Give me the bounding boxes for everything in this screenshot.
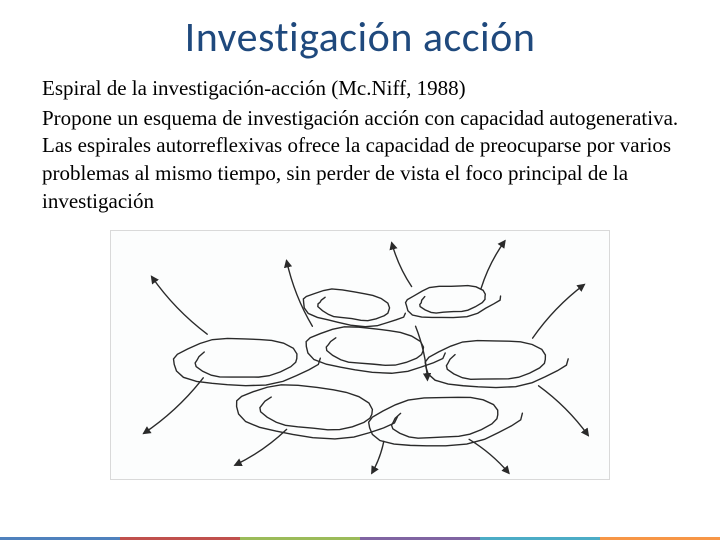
page-title: Investigación acción <box>28 12 692 63</box>
spiral-diagram <box>110 230 610 480</box>
slide: Investigación acción Espiral de la inves… <box>0 0 720 540</box>
list-item: Espiral de la investigación-acción (Mc.N… <box>36 75 692 103</box>
figure-container <box>28 230 692 480</box>
bullet-text: Espiral de la investigación-acción (Mc.N… <box>42 75 692 103</box>
list-item: Propone un esquema de investigación acci… <box>36 105 692 216</box>
bullet-text: Propone un esquema de investigación acci… <box>42 105 692 216</box>
bullet-list: Espiral de la investigación-acción (Mc.N… <box>36 75 692 216</box>
